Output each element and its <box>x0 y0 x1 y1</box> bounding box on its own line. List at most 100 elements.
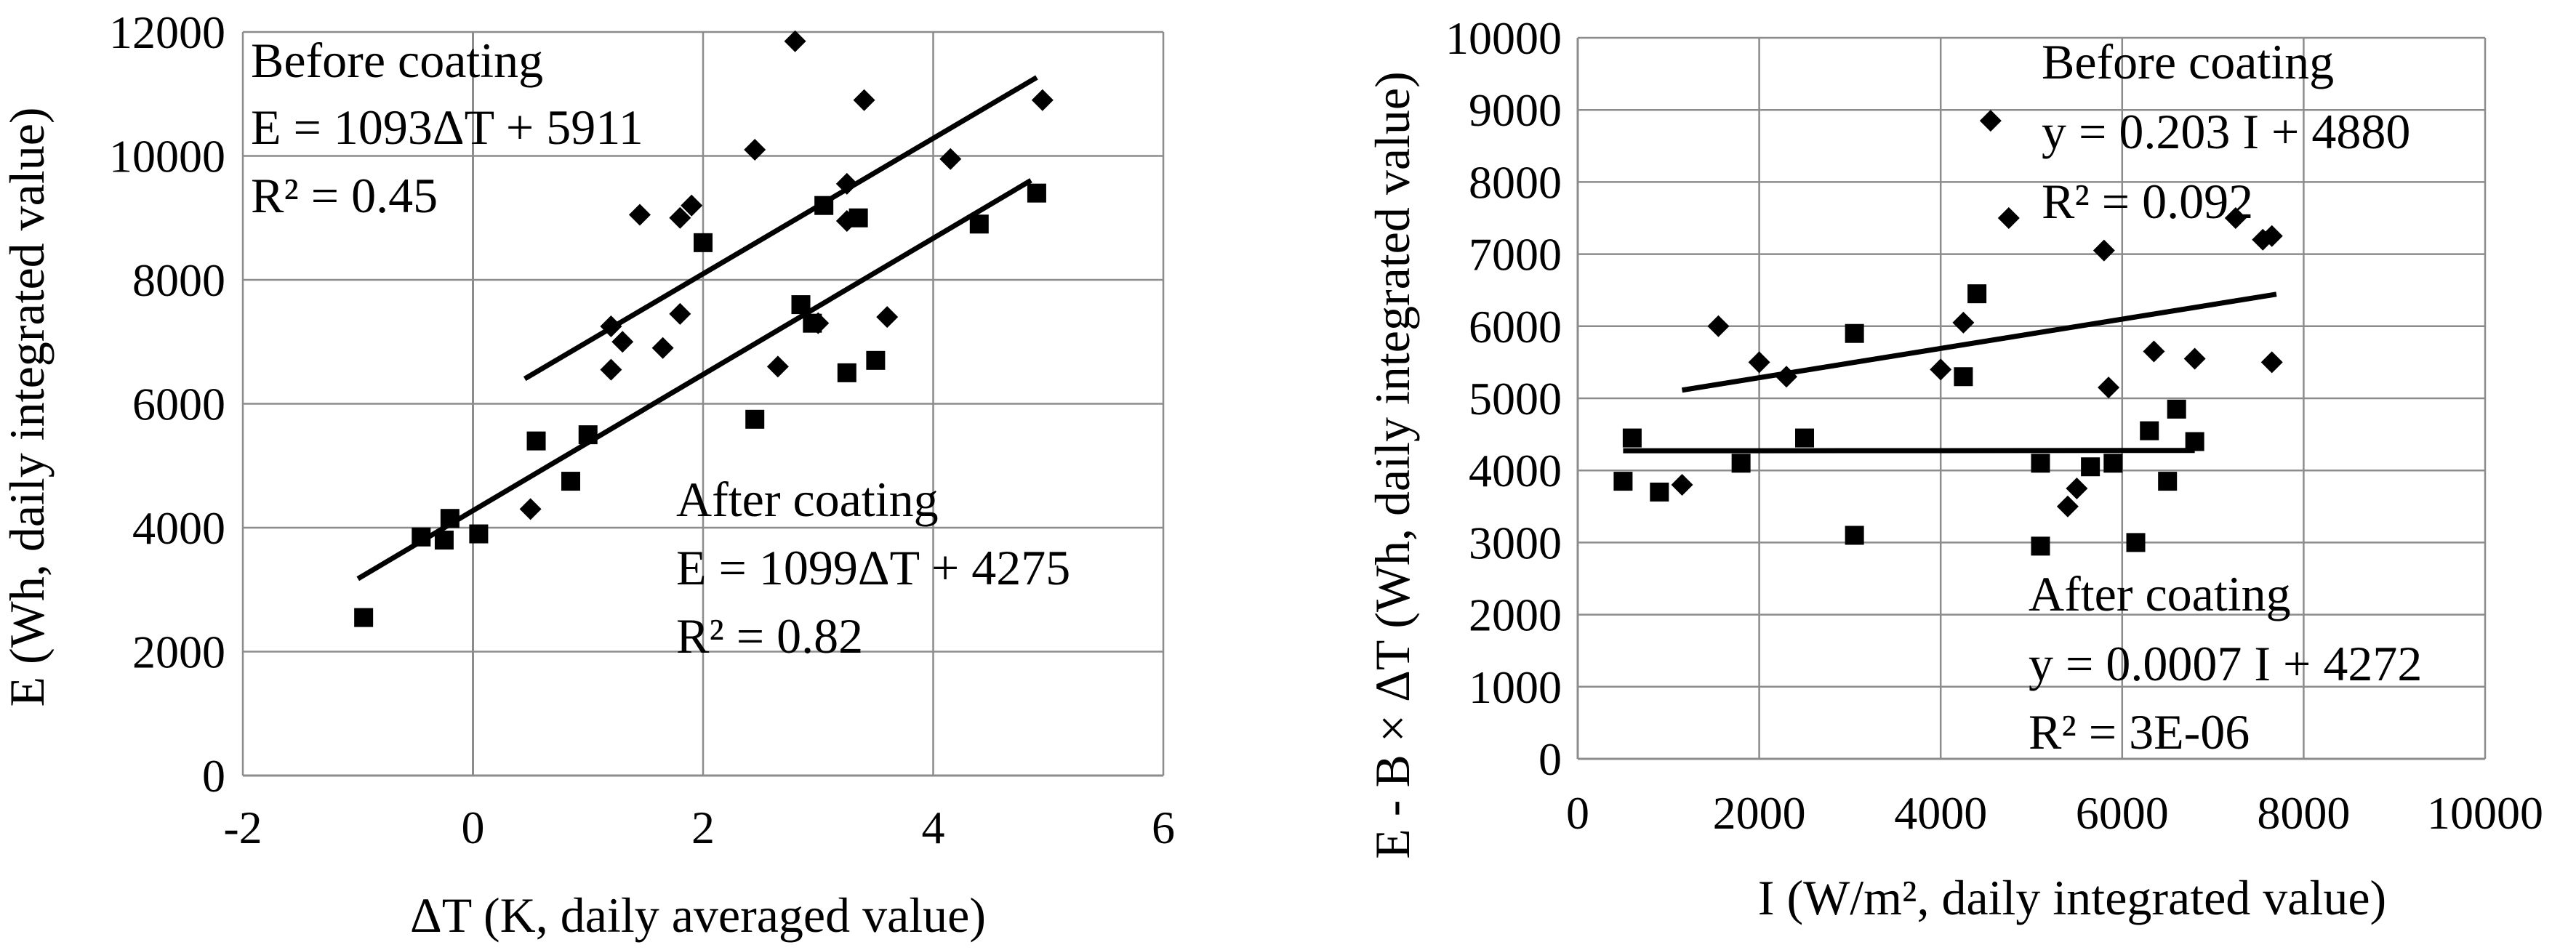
right-xtick-label-2: 4000 <box>1894 787 1987 839</box>
right-point-before-1 <box>1997 207 2020 229</box>
left-annotation-before-title: Before coating <box>251 33 543 88</box>
left-point-after-6 <box>803 313 822 333</box>
left-point-after-15 <box>434 531 454 550</box>
left-point-after-11 <box>578 425 598 445</box>
right-point-before-4 <box>2260 225 2283 247</box>
left-point-after-17 <box>354 608 374 627</box>
right-point-before-12 <box>2183 347 2206 370</box>
right-point-after-12 <box>2103 454 2123 473</box>
right-chart: 0 1000 2000 3000 4000 5000 6000 7000 8000 9000 100… <box>1365 12 2543 925</box>
left-point-after-0 <box>814 196 834 215</box>
left-point-before-8 <box>669 206 691 229</box>
left-xtick-label-1: 0 <box>462 802 485 853</box>
left-point-before-7 <box>628 204 651 226</box>
right-point-after-0 <box>1967 284 1987 304</box>
left-point-after-3 <box>848 208 868 228</box>
left-point-after-2 <box>969 214 989 234</box>
left-annotation-after-equation: E = 1099ΔT + 4275 <box>676 540 1070 595</box>
left-points <box>354 30 1054 627</box>
right-point-after-3 <box>2167 399 2186 419</box>
right-annotation-after-equation: y = 0.0007 I + 4272 <box>2029 636 2422 691</box>
left-point-before-4 <box>939 148 962 170</box>
right-points <box>1613 110 2283 556</box>
right-ytick-label-7: 7000 <box>1469 229 1562 281</box>
right-ytick-label-9: 9000 <box>1469 84 1562 136</box>
right-point-after-15 <box>1845 526 1864 545</box>
left-ytick-label-6: 12000 <box>109 7 225 58</box>
left-point-before-1 <box>853 89 875 111</box>
right-point-after-17 <box>2126 533 2146 552</box>
right-point-after-16 <box>2031 536 2050 556</box>
right-y-axis-title: E - B × ΔT (Wh, daily integrated value) <box>1365 71 1420 858</box>
left-point-before-3 <box>744 138 766 161</box>
right-point-before-16 <box>2066 478 2088 499</box>
right-annotation-after-title: After coating <box>2029 566 2291 621</box>
right-point-after-2 <box>1954 367 1973 387</box>
left-point-after-14 <box>412 527 431 547</box>
right-xtick-label-5: 10000 <box>2427 787 2543 839</box>
left-point-after-9 <box>745 409 765 429</box>
right-point-after-11 <box>2081 457 2100 477</box>
right-ytick-labels: 0 1000 2000 3000 4000 5000 6000 7000 8000 9000 100… <box>1445 12 1562 785</box>
right-ytick-label-2: 2000 <box>1469 589 1562 641</box>
left-point-before-18 <box>519 498 542 520</box>
right-point-before-14 <box>2098 377 2120 399</box>
left-point-before-17 <box>766 355 789 378</box>
right-annotation-before-equation: y = 0.203 I + 4880 <box>2042 104 2410 159</box>
right-point-after-14 <box>1650 482 1669 502</box>
left-axes <box>243 32 1163 777</box>
left-point-after-10 <box>526 431 546 451</box>
right-annotation-before-r2: R² = 0.092 <box>2042 174 2253 229</box>
left-point-after-7 <box>866 350 886 370</box>
left-annotation-after-title: After coating <box>676 472 939 527</box>
right-point-after-10 <box>2031 454 2050 473</box>
right-xtick-label-0: 0 <box>1566 787 1589 839</box>
left-point-after-8 <box>837 363 856 382</box>
left-point-before-14 <box>651 337 674 359</box>
right-point-after-9 <box>1731 454 1751 473</box>
left-point-before-6 <box>681 194 703 217</box>
right-point-before-6 <box>1707 315 1730 337</box>
left-y-axis-title: E (Wh, daily integrated value) <box>0 107 55 707</box>
right-point-after-6 <box>1795 428 1814 448</box>
left-ytick-labels: 0 2000 4000 6000 8000 10000 12000 <box>109 7 225 802</box>
right-ytick-label-5: 5000 <box>1469 373 1562 424</box>
right-point-after-5 <box>1622 428 1642 448</box>
right-annotation-before-title: Before coating <box>2042 34 2334 89</box>
right-point-before-10 <box>1930 358 1952 381</box>
left-ytick-label-0: 0 <box>202 750 225 802</box>
left-trendline-after <box>356 178 1032 581</box>
right-ytick-label-6: 6000 <box>1469 301 1562 353</box>
left-point-before-5 <box>835 172 858 195</box>
left-point-before-11 <box>876 306 899 329</box>
right-ytick-label-0: 0 <box>1538 733 1562 785</box>
left-ytick-label-1: 2000 <box>132 627 225 678</box>
left-point-after-12 <box>561 472 581 491</box>
right-point-after-13 <box>2158 472 2178 491</box>
left-xtick-labels: -2 0 2 4 6 <box>223 802 1175 853</box>
left-point-before-10 <box>669 302 691 325</box>
left-x-axis-title: ΔT (K, daily averaged value) <box>410 887 986 943</box>
right-x-axis-title: I (W/m², daily integrated value) <box>1758 870 2386 925</box>
left-ytick-label-5: 10000 <box>109 131 225 182</box>
left-xtick-label-3: 4 <box>922 802 945 853</box>
right-ytick-label-8: 8000 <box>1469 156 1562 208</box>
right-axes <box>1576 38 2485 760</box>
right-point-before-2 <box>2224 207 2247 229</box>
left-ytick-label-4: 8000 <box>132 254 225 306</box>
left-point-before-0 <box>784 30 806 52</box>
right-xtick-label-1: 2000 <box>1713 787 1806 839</box>
left-point-before-13 <box>611 331 634 353</box>
right-annotation-after-r2: R² = 3E-06 <box>2029 704 2250 760</box>
left-xtick-label-2: 2 <box>691 802 715 853</box>
left-point-before-16 <box>600 358 622 381</box>
right-ytick-label-10: 10000 <box>1445 12 1562 64</box>
left-point-before-2 <box>1031 89 1054 111</box>
right-point-after-4 <box>2140 421 2159 440</box>
right-point-before-8 <box>1748 351 1770 374</box>
left-annotation-before-r2: R² = 0.45 <box>251 168 438 223</box>
right-point-before-15 <box>1671 474 1693 496</box>
right-point-after-1 <box>1845 323 1864 343</box>
